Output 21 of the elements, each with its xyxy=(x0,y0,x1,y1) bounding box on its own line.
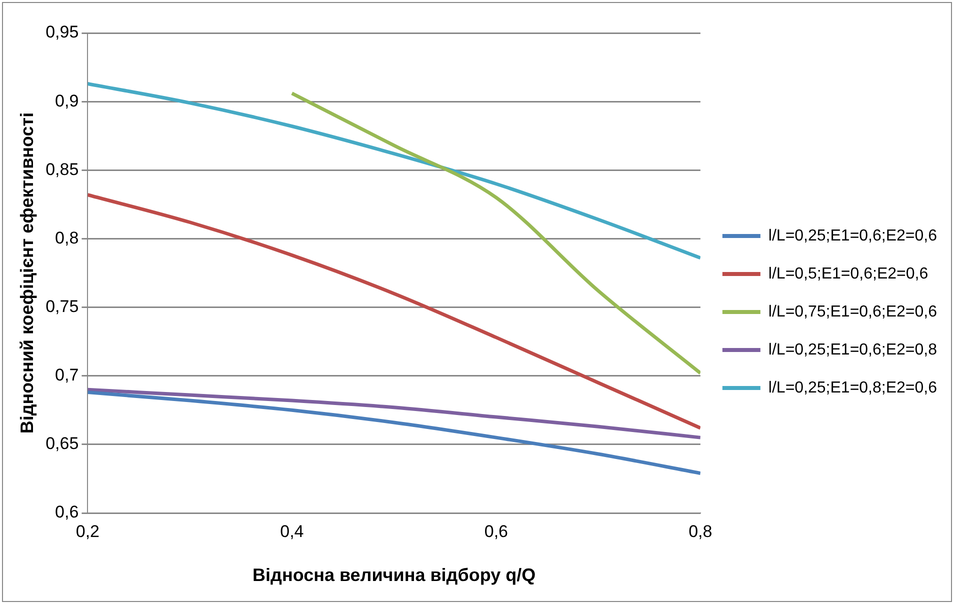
y-tick-label: 0,95 xyxy=(46,22,79,42)
legend-label: l/L=0,25;E1=0,6;E2=0,6 xyxy=(768,227,938,244)
legend-label: l/L=0,75;E1=0,6;E2=0,6 xyxy=(768,303,938,320)
x-tick-label: 0,8 xyxy=(688,522,712,541)
x-tick-label: 0,2 xyxy=(76,522,100,541)
y-tick-label: 0,65 xyxy=(46,434,79,454)
legend-label: l/L=0,25;E1=0,8;E2=0,6 xyxy=(768,379,938,396)
x-tick-label: 0,4 xyxy=(280,522,304,541)
legend-label: l/L=0,25;E1=0,6;E2=0,8 xyxy=(768,341,938,358)
legend-label: l/L=0,5;E1=0,6;E2=0,6 xyxy=(768,265,928,282)
y-axis-title: Відносний коефіцієнт ефективності xyxy=(16,112,37,434)
line-series xyxy=(290,92,700,375)
x-axis-title: Відносна величина відбору q/Q xyxy=(252,565,536,586)
y-tick-label: 0,9 xyxy=(55,91,79,110)
x-tick-label: 0,6 xyxy=(484,522,508,541)
y-tick-label: 0,75 xyxy=(46,296,79,316)
y-tick-label: 0,7 xyxy=(55,366,79,385)
y-tick-label: 0,6 xyxy=(55,502,79,522)
line-series xyxy=(88,388,700,440)
y-tick-label: 0,85 xyxy=(46,160,79,179)
y-tick-label: 0,8 xyxy=(55,228,79,248)
